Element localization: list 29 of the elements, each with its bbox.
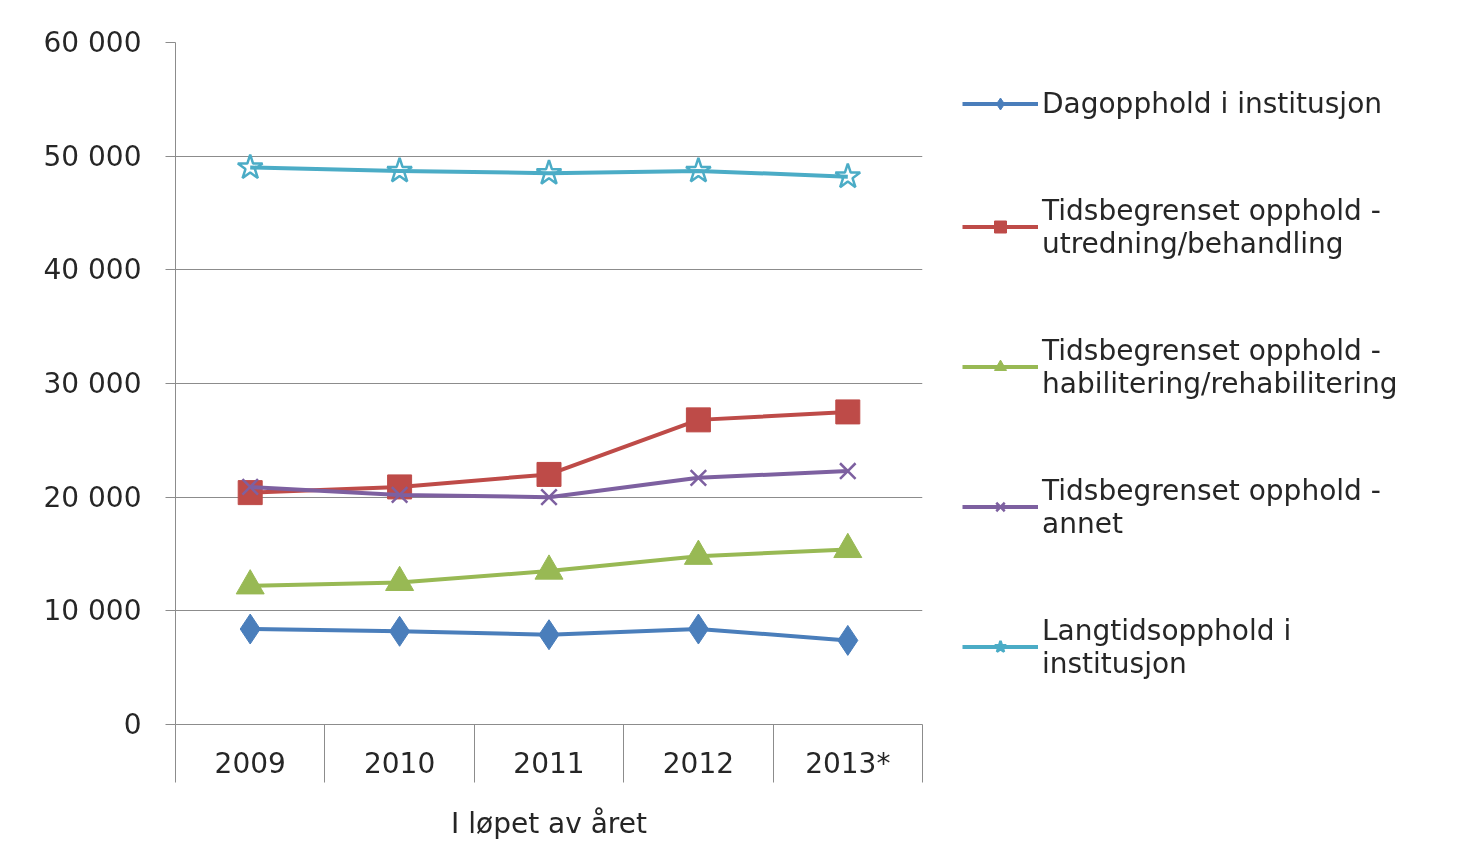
point xyxy=(689,468,708,487)
x-tick-label: 2013* xyxy=(805,746,891,780)
y-tick-label: 60 000 xyxy=(43,26,142,59)
point xyxy=(385,156,414,183)
point xyxy=(539,488,559,507)
point xyxy=(834,162,862,189)
legend-label: Dagopphold i institusjon xyxy=(1042,86,1383,120)
point xyxy=(236,153,264,180)
y-tick-label: 50 000 xyxy=(43,139,142,173)
y-tick-label: 0 xyxy=(123,708,142,741)
x-tick-label: 2011 xyxy=(513,746,585,780)
legend-label: Tidsbegrenset opphold - utredning/behandling xyxy=(1042,193,1381,260)
y-tick-label: 10 000 xyxy=(43,594,142,628)
y-tick-label: 20 000 xyxy=(43,480,142,514)
legend-label: Tidsbegrenset opphold - habilitering/rehabilitering xyxy=(1042,333,1398,400)
x-tick-label: 2009 xyxy=(214,746,286,780)
y-tick-label: 40 000 xyxy=(43,253,142,287)
x-tick-label: 2012 xyxy=(662,746,735,780)
point xyxy=(835,399,861,425)
legend-label: Tidsbegrenset opphold - annet xyxy=(1042,473,1381,540)
point xyxy=(536,461,562,487)
point xyxy=(535,158,563,185)
point xyxy=(684,156,713,183)
x-tick-label: 2010 xyxy=(363,746,436,780)
point xyxy=(685,407,711,433)
y-tick-label: 30 000 xyxy=(43,367,142,400)
legend-label: Langtidsopphold i institusjon xyxy=(1042,613,1292,680)
x-axis-title: I løpet av året xyxy=(451,806,647,840)
point xyxy=(838,462,857,481)
